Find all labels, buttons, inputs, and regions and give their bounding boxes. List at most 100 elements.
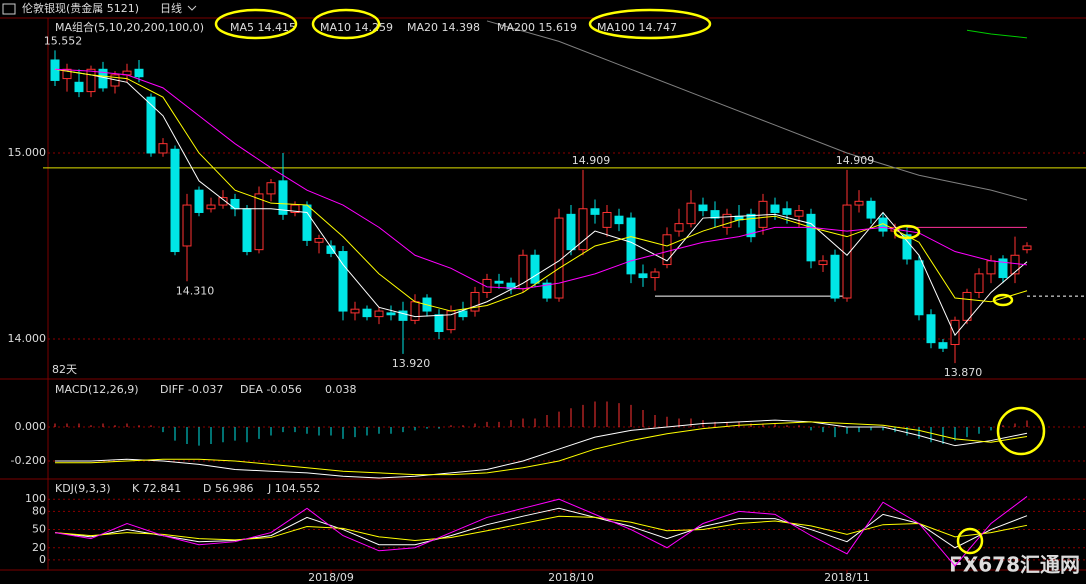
candle-body	[914, 260, 924, 316]
price-annotation: 13.870	[944, 366, 983, 379]
candle-body	[782, 208, 792, 215]
candle-body	[566, 213, 576, 251]
candle-body	[674, 223, 684, 232]
candle-body	[686, 202, 696, 225]
legend-name: MA100	[597, 21, 635, 34]
candle-body	[818, 260, 828, 266]
price-annotation: 14.909	[836, 154, 875, 167]
candle-body	[722, 213, 732, 228]
candle-body	[542, 282, 552, 299]
legend-value: -0.037	[188, 383, 223, 396]
indicator-line	[54, 68, 1028, 290]
legend-name: MA10	[320, 21, 351, 34]
legend-name: MA20	[407, 21, 438, 34]
circle	[311, 8, 381, 40]
candle-body	[254, 193, 264, 251]
candle-body	[494, 280, 504, 284]
legend-entry: MA5 14.415	[230, 21, 296, 34]
y-tick-label: 15.000	[8, 146, 47, 159]
legend-entry: MA20 14.398	[407, 21, 480, 34]
y-tick-label: -0.200	[11, 454, 46, 467]
candle-body	[158, 143, 168, 154]
candle-body	[398, 310, 408, 321]
candle-body	[458, 310, 468, 318]
period-chevron[interactable]	[187, 5, 197, 11]
candle-body	[926, 314, 936, 344]
y-tick-label: 50	[32, 523, 46, 536]
legend-entry: MA100 14.747	[597, 21, 677, 34]
candle-body	[950, 319, 960, 346]
legend-name: J	[267, 482, 271, 495]
candle-body	[746, 213, 756, 238]
candle-body	[482, 278, 492, 293]
indicator-line	[966, 29, 1028, 39]
candle-body	[638, 273, 648, 279]
candle-body	[602, 211, 612, 228]
candle-body	[326, 245, 336, 254]
candle-body	[830, 254, 840, 299]
candle-body	[1022, 245, 1032, 251]
candle-body	[182, 204, 192, 247]
candle-body	[530, 254, 540, 284]
candle-body	[854, 200, 864, 206]
candle-body	[314, 238, 324, 243]
circle	[992, 293, 1014, 307]
legend-value: 14.747	[639, 21, 678, 34]
legend-value: 0.038	[325, 383, 357, 396]
legend-name: MA200	[497, 21, 535, 34]
legend-value: 15.619	[539, 21, 578, 34]
candle-body	[218, 197, 228, 206]
legend-name: D	[203, 482, 211, 495]
candle-body	[278, 180, 288, 215]
price-annotation: 14.909	[572, 154, 611, 167]
indicator-line	[54, 496, 1028, 567]
price-annotation: 15.552	[44, 34, 83, 47]
candle-body	[986, 260, 996, 275]
candle-body	[794, 210, 804, 217]
legend-value: 14.398	[442, 21, 481, 34]
legend-value: 104.552	[275, 482, 321, 495]
y-tick-label: 0.000	[15, 420, 47, 433]
indicator-line	[54, 515, 1028, 541]
legend-name: MA5	[230, 21, 254, 34]
candle-body	[434, 314, 444, 333]
candle-body	[974, 273, 984, 293]
x-tick-label: 2018/11	[824, 571, 870, 584]
candle-body	[146, 96, 156, 154]
legend-entry: DEA -0.056	[240, 383, 302, 396]
candle-body	[938, 342, 948, 349]
candle-body	[578, 208, 588, 251]
indicator-label: KDJ(9,3,3)	[55, 482, 111, 495]
candle-body	[290, 204, 300, 213]
candle-body	[170, 148, 180, 253]
candle-body	[194, 189, 204, 213]
y-tick-label: 14.000	[8, 332, 47, 345]
watermark: FX678汇通网	[949, 553, 1080, 577]
indicator-label: MACD(12,26,9)	[55, 383, 139, 396]
candle-body	[134, 68, 144, 78]
candle-body	[650, 271, 660, 279]
price-annotation: 13.920	[392, 357, 431, 370]
candle-body	[1010, 254, 1020, 275]
candle-body	[266, 182, 276, 195]
legend-entry: K 72.841	[132, 482, 181, 495]
indicator-line	[55, 419, 1028, 479]
candle-body	[902, 234, 912, 260]
candle-body	[470, 291, 480, 312]
indicator-line	[54, 507, 1028, 549]
candle-body	[338, 251, 348, 312]
candle-body	[362, 308, 372, 318]
candle-body	[698, 204, 708, 212]
candle-body	[710, 210, 720, 219]
candle-body	[86, 68, 96, 93]
highlight-circles	[214, 8, 1046, 555]
x-tick-label: 2018/10	[548, 571, 594, 584]
period[interactable]: 日线	[160, 1, 182, 15]
instrument-title: 伦敦银现(贵金属 5121)	[22, 1, 139, 15]
candle-body	[506, 282, 516, 290]
y-tick-label: 20	[32, 541, 46, 554]
candle-body	[806, 213, 816, 262]
price-annotation: 14.310	[176, 284, 215, 297]
candle-body	[590, 208, 600, 215]
indicator-label: MA组合(5,10,20,200,100,0)	[55, 20, 204, 34]
